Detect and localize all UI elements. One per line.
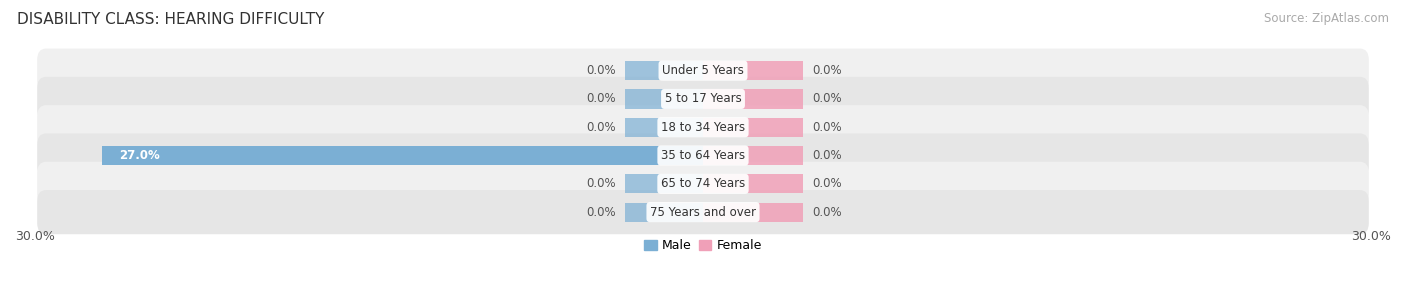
Text: 35 to 64 Years: 35 to 64 Years: [661, 149, 745, 162]
Text: Under 5 Years: Under 5 Years: [662, 64, 744, 77]
Bar: [101, 146, 703, 165]
Text: 0.0%: 0.0%: [586, 177, 616, 190]
Text: 0.0%: 0.0%: [813, 177, 842, 190]
Bar: [703, 203, 803, 222]
Bar: [703, 89, 803, 109]
FancyBboxPatch shape: [37, 162, 1369, 206]
Text: 0.0%: 0.0%: [813, 64, 842, 77]
Text: 0.0%: 0.0%: [813, 121, 842, 134]
Text: 65 to 74 Years: 65 to 74 Years: [661, 177, 745, 190]
Text: 0.0%: 0.0%: [586, 64, 616, 77]
Text: 75 Years and over: 75 Years and over: [650, 206, 756, 219]
Bar: [626, 174, 703, 193]
Text: 0.0%: 0.0%: [586, 206, 616, 219]
Bar: [626, 61, 703, 80]
Text: DISABILITY CLASS: HEARING DIFFICULTY: DISABILITY CLASS: HEARING DIFFICULTY: [17, 12, 325, 27]
Bar: [703, 118, 803, 137]
Bar: [626, 203, 703, 222]
Bar: [626, 89, 703, 109]
FancyBboxPatch shape: [37, 190, 1369, 234]
FancyBboxPatch shape: [37, 105, 1369, 149]
FancyBboxPatch shape: [37, 134, 1369, 178]
Bar: [626, 118, 703, 137]
FancyBboxPatch shape: [37, 77, 1369, 121]
FancyBboxPatch shape: [37, 48, 1369, 93]
Text: 5 to 17 Years: 5 to 17 Years: [665, 92, 741, 106]
Text: Source: ZipAtlas.com: Source: ZipAtlas.com: [1264, 12, 1389, 25]
Text: 27.0%: 27.0%: [120, 149, 160, 162]
Legend: Male, Female: Male, Female: [640, 235, 766, 257]
Text: 0.0%: 0.0%: [813, 92, 842, 106]
Text: 18 to 34 Years: 18 to 34 Years: [661, 121, 745, 134]
Text: 0.0%: 0.0%: [586, 92, 616, 106]
Bar: [703, 146, 803, 165]
Bar: [703, 61, 803, 80]
Text: 0.0%: 0.0%: [586, 121, 616, 134]
Bar: [703, 174, 803, 193]
Text: 0.0%: 0.0%: [813, 206, 842, 219]
Text: 0.0%: 0.0%: [813, 149, 842, 162]
